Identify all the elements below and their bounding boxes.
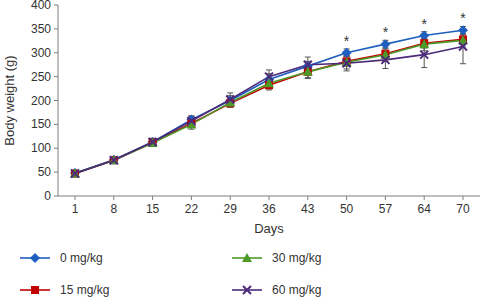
x-tick-label: 29 xyxy=(224,202,238,216)
data-point xyxy=(149,138,157,146)
y-tick-label: 0 xyxy=(44,189,51,203)
data-point xyxy=(70,168,80,178)
x-tick xyxy=(269,196,270,200)
data-point xyxy=(380,39,390,49)
x-axis-label: Days xyxy=(254,221,284,236)
y-tick-label: 350 xyxy=(31,22,51,36)
data-point xyxy=(109,155,119,164)
data-point xyxy=(187,117,195,125)
x-tick xyxy=(113,196,114,200)
x-tick-label: 22 xyxy=(185,202,199,216)
series-line xyxy=(75,39,463,173)
x-tick-label: 8 xyxy=(110,202,117,216)
data-point xyxy=(71,170,79,178)
data-point xyxy=(226,96,234,104)
annotation: * xyxy=(421,16,427,32)
x-tick-label: 1 xyxy=(72,202,79,216)
y-tick-label: 50 xyxy=(38,165,52,179)
data-point xyxy=(304,68,312,76)
data-point xyxy=(304,61,312,69)
y-tick-label: 150 xyxy=(31,117,51,131)
x-tick xyxy=(230,196,231,200)
x-tick-label: 64 xyxy=(418,202,432,216)
x-tick xyxy=(424,196,425,200)
data-point xyxy=(342,57,352,66)
annotation: * xyxy=(460,10,466,26)
y-axis-label: Body weight (g) xyxy=(2,55,17,145)
y-tick-label: 250 xyxy=(31,70,51,84)
data-point xyxy=(419,31,429,41)
y-tick xyxy=(54,124,58,125)
x-tick-label: 70 xyxy=(456,202,470,216)
data-point xyxy=(148,138,158,147)
x-tick-label: 50 xyxy=(340,202,354,216)
legend-label: 30 mg/kg xyxy=(272,251,321,265)
x-tick-label: 57 xyxy=(379,202,393,216)
data-point xyxy=(420,39,428,47)
data-point xyxy=(459,43,467,51)
legend-marker xyxy=(243,286,251,294)
data-point xyxy=(110,156,118,164)
x-tick xyxy=(191,196,192,200)
legend-marker xyxy=(30,253,40,263)
data-point xyxy=(420,51,428,59)
data-point xyxy=(342,48,352,58)
y-tick xyxy=(54,148,58,149)
y-tick xyxy=(54,76,58,77)
chart: 0 50 100 150 200 250 300 350 400 1 8 15 22 29 36 43 50 57… xyxy=(0,0,483,303)
data-point xyxy=(459,35,467,43)
x-tick-label: 36 xyxy=(262,202,276,216)
x-tick xyxy=(346,196,347,200)
x-tick xyxy=(75,196,76,200)
legend-marker xyxy=(31,286,39,294)
data-point xyxy=(149,139,157,147)
y-tick xyxy=(54,196,58,197)
legend-label: 0 mg/kg xyxy=(60,251,103,265)
data-point xyxy=(109,155,119,165)
x-tick xyxy=(385,196,386,200)
annotation: * xyxy=(383,24,389,40)
x-tick xyxy=(463,196,464,200)
data-point xyxy=(148,137,158,147)
x-tick-label: 43 xyxy=(301,202,315,216)
y-tick xyxy=(54,28,58,29)
y-tick-label: 100 xyxy=(31,141,51,155)
y-tick-label: 400 xyxy=(31,0,51,12)
data-point xyxy=(381,56,389,64)
legend-marker xyxy=(242,253,252,262)
data-point xyxy=(110,156,118,164)
data-point xyxy=(343,59,351,67)
data-point xyxy=(419,39,429,48)
y-tick-label: 300 xyxy=(31,46,51,60)
y-tick xyxy=(54,52,58,53)
y-tick xyxy=(54,5,58,6)
y-tick xyxy=(54,172,58,173)
x-tick xyxy=(307,196,308,200)
y-tick-label: 200 xyxy=(31,94,51,108)
data-point xyxy=(458,25,468,35)
x-tick xyxy=(152,196,153,200)
series-line xyxy=(75,47,463,174)
plot-marks xyxy=(70,25,468,178)
data-point xyxy=(71,170,79,178)
data-point xyxy=(265,73,273,81)
series-line xyxy=(75,40,463,173)
annotation: * xyxy=(344,33,350,49)
legend-label: 60 mg/kg xyxy=(272,283,321,297)
series-line xyxy=(75,30,463,173)
y-tick xyxy=(54,100,58,101)
legend-label: 15 mg/kg xyxy=(60,283,109,297)
x-tick-label: 15 xyxy=(146,202,160,216)
legend: 0 mg/kg 15 mg/kg 30 mg/kg 60 mg/kg xyxy=(20,251,321,297)
data-point xyxy=(70,169,80,178)
